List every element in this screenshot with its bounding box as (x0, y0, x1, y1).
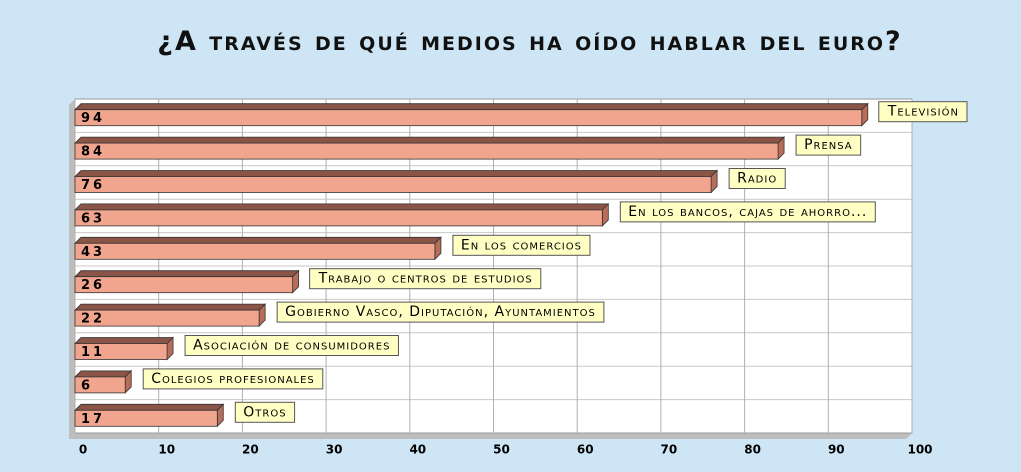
category-box (309, 268, 542, 290)
x-tick-label: 60 (577, 443, 594, 457)
bar-top (74, 303, 267, 311)
value-label: 43 (81, 245, 105, 260)
category-box (142, 368, 324, 390)
bar-top (74, 103, 869, 111)
value-label: 76 (81, 178, 105, 193)
category-box (619, 201, 876, 223)
x-tick-label: 20 (242, 443, 259, 457)
category-label: En los bancos, cajas de ahorro... (628, 204, 867, 220)
x-tick-label: 100 (907, 443, 932, 457)
x-tick-label: 50 (493, 443, 510, 457)
x-tick-label: 70 (661, 443, 678, 457)
category-label: Asociación de consumidores (193, 338, 390, 354)
category-box (234, 401, 296, 423)
value-label: 6 (81, 378, 93, 393)
value-label: 11 (81, 345, 105, 360)
value-label: 84 (81, 145, 105, 160)
category-label: Prensa (804, 137, 853, 153)
bar-top (74, 170, 719, 177)
bar-top (74, 270, 300, 278)
x-tick-label: 80 (744, 443, 761, 457)
value-label: 94 (81, 111, 105, 126)
category-label: Colegios profesionales (151, 371, 315, 387)
bar-top (74, 370, 133, 378)
x-tick-label: 10 (158, 443, 175, 457)
bar (74, 343, 168, 360)
category-box (276, 301, 605, 323)
chart-title: ¿A través de qué medios ha oído hablar d… (157, 26, 903, 57)
bar-top (74, 403, 225, 411)
category-label: En los comercios (461, 237, 582, 253)
category-label: Trabajo o centros de estudios (318, 271, 533, 287)
category-box (878, 101, 968, 123)
value-label: 63 (81, 211, 105, 226)
category-label: Gobierno Vasco, Diputación, Ayuntamiento… (285, 304, 596, 320)
category-label: Otros (243, 404, 286, 420)
category-box (728, 168, 786, 189)
plot-floor (69, 433, 912, 439)
x-tick-label: 0 (79, 443, 87, 457)
bar-top (74, 203, 610, 211)
bar (74, 409, 218, 427)
x-tick-label: 30 (326, 443, 343, 457)
value-label: 17 (81, 412, 105, 427)
bar-top (74, 136, 786, 144)
bar (74, 176, 712, 193)
bar (74, 276, 294, 294)
bar-top (74, 236, 442, 244)
bar-top (74, 337, 175, 344)
x-tick-label: 90 (828, 443, 845, 457)
category-label: Radio (737, 171, 777, 187)
bar (74, 209, 603, 227)
category-box (452, 234, 591, 256)
category-box (184, 335, 399, 356)
value-label: 26 (81, 278, 105, 293)
category-label: Televisión (887, 104, 959, 120)
category-box (795, 134, 862, 156)
bar (74, 309, 260, 327)
plot-wall (69, 99, 75, 439)
bar (74, 242, 436, 260)
bar (74, 142, 779, 160)
x-tick-label: 40 (409, 443, 426, 457)
bar (74, 109, 863, 127)
value-label: 22 (81, 312, 105, 327)
bar (74, 376, 126, 394)
